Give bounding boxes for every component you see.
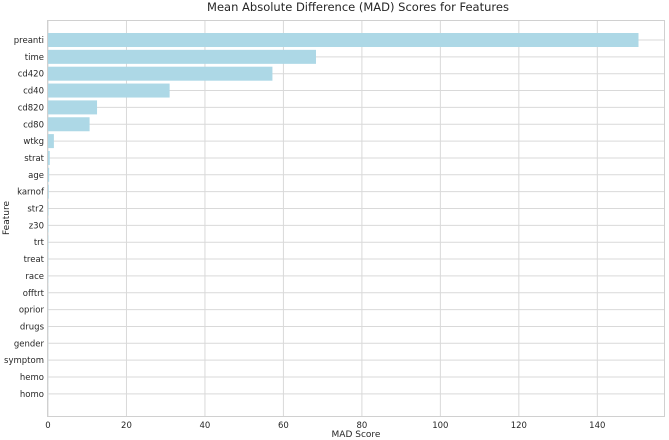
bar-age [48,167,50,182]
y-tick-label: age [28,171,44,181]
bar-wtkg [48,134,54,149]
y-tick-label: symptom [4,356,44,366]
y-tick-label: trt [34,238,45,248]
y-tick-labels: preanti time cd420 cd40 cd820 cd80 wtkg strat ag… [4,36,45,400]
x-tick-label: 80 [356,421,367,431]
bar-cd820 [48,100,98,115]
y-tick-label: wtkg [23,137,44,147]
bar-cd80 [48,117,90,132]
y-tick-label: preanti [14,36,44,46]
y-tick-label: karnof [17,188,45,198]
x-tick-label: 20 [121,421,132,431]
bars [48,33,639,401]
x-tick-label: 40 [200,421,211,431]
bar-cd420 [48,66,273,81]
x-tick-label: 140 [589,421,605,431]
y-tick-label: str2 [27,205,44,215]
bar-strat [48,150,50,165]
x-tick-label: 60 [278,421,289,431]
bar-str2 [48,201,49,216]
bar-time [48,49,316,64]
y-tick-label: drugs [20,322,45,332]
x-tick-label: 100 [432,421,448,431]
y-tick-label: gender [14,339,45,349]
y-tick-label: treat [24,255,45,265]
x-tick-label: 120 [511,421,527,431]
y-tick-label: strat [24,154,44,164]
y-tick-label: hemo [20,373,44,383]
bar-preanti [48,33,639,47]
y-tick-label: cd40 [23,87,44,97]
y-tick-label: cd80 [23,120,44,130]
y-tick-label: race [25,272,44,282]
y-tick-label: oprior [19,306,45,316]
bar-cd40 [48,83,170,98]
y-axis-label: Feature [2,201,12,235]
y-tick-label: cd420 [18,70,44,80]
x-axis-label: MAD Score [332,430,381,440]
y-tick-label: offtrt [23,289,45,299]
y-tick-label: cd820 [18,103,44,113]
y-tick-label: z30 [29,221,44,231]
y-tick-label: time [25,53,44,63]
x-tick-label: 0 [45,421,50,431]
bar-karnof [48,184,49,199]
y-tick-label: homo [20,390,44,400]
chart-title: Mean Absolute Difference (MAD) Scores fo… [207,0,509,14]
plot-frame [47,20,665,417]
x-tick-labels: 0 20 40 60 80 100 120 140 [45,421,605,431]
